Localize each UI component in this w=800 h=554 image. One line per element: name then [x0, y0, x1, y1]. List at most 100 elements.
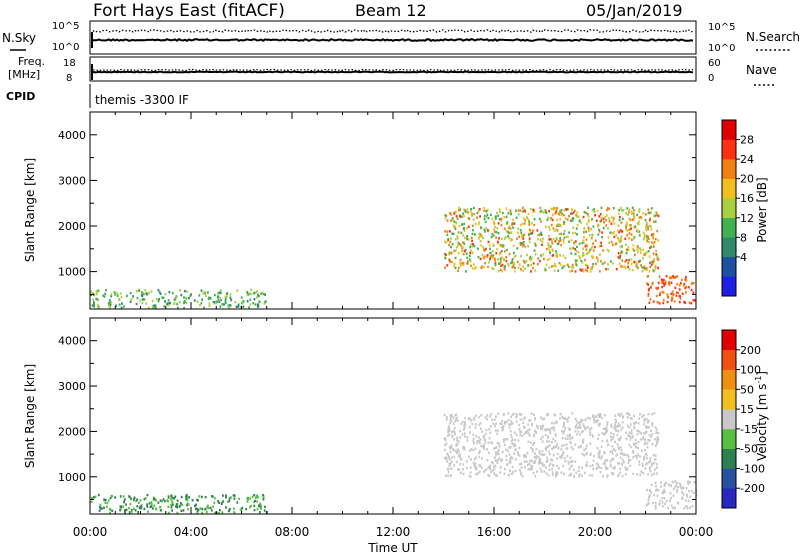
velocity-cell: [495, 453, 497, 456]
velocity-cell: [150, 505, 153, 508]
velocity-cell: [450, 414, 453, 418]
power-cell: [587, 218, 590, 222]
power-cell: [237, 305, 240, 308]
velocity-cell: [528, 462, 531, 465]
velocity-cell: [644, 438, 646, 442]
velocity-cell: [513, 431, 516, 434]
colorbar-tick-label: 12: [740, 212, 754, 225]
power-cell: [571, 269, 574, 272]
power-cell: [654, 214, 657, 217]
velocity-cell: [605, 426, 608, 429]
colorbar-tick-label: 28: [740, 134, 754, 147]
power-cell: [505, 207, 508, 210]
power-cell: [621, 245, 623, 248]
velocity-cell: [650, 464, 653, 467]
power-cell: [444, 214, 446, 217]
velocity-cell: [604, 432, 606, 435]
velocity-cell: [507, 449, 509, 452]
velocity-cell: [510, 455, 513, 459]
power-cell: [533, 210, 536, 213]
power-cell: [479, 240, 482, 243]
velocity-cell: [472, 416, 475, 420]
velocity-cell: [611, 452, 614, 455]
power-cell: [636, 245, 639, 249]
power-cell: [559, 237, 562, 240]
power-cell: [586, 266, 589, 270]
power-cell: [466, 227, 468, 230]
velocity-cell: [562, 452, 565, 455]
power-cell: [597, 260, 599, 263]
power-cell: [517, 266, 520, 269]
velocity-cell: [529, 419, 532, 422]
velocity-cell: [658, 502, 660, 506]
power-cell: [601, 231, 604, 234]
power-cell: [648, 240, 650, 244]
power-cell: [588, 250, 591, 253]
power-cell: [451, 217, 454, 220]
power-cell: [504, 265, 506, 268]
velocity-cell: [669, 492, 672, 495]
power-cell: [652, 269, 655, 272]
power-cell: [618, 218, 621, 222]
velocity-cell: [496, 461, 499, 464]
power-cell: [683, 282, 686, 286]
power-cell: [634, 253, 636, 257]
velocity-cell: [499, 471, 501, 474]
velocity-cell: [99, 506, 101, 509]
power-cell: [468, 258, 471, 261]
power-cell: [550, 207, 553, 211]
velocity-cell: [595, 415, 598, 418]
velocity-cell: [478, 464, 481, 467]
freq-left-tick-top: 18: [63, 58, 76, 69]
velocity-cell: [601, 439, 604, 443]
velocity-cell: [485, 428, 488, 432]
velocity-cell: [617, 462, 619, 465]
power-cell: [487, 217, 490, 220]
power-cell: [647, 208, 650, 211]
velocity-cell: [539, 467, 542, 471]
power-cell: [599, 260, 602, 263]
noise-left-tick-top: 10^5: [52, 21, 79, 32]
velocity-cell: [595, 467, 598, 470]
power-cell: [572, 217, 574, 220]
colorbar-swatch: [722, 468, 736, 489]
power-cell: [628, 268, 631, 271]
velocity-cell: [258, 510, 261, 514]
velocity-cell: [187, 503, 190, 506]
velocity-cell: [583, 454, 585, 457]
power-cell: [203, 306, 205, 309]
power-cell: [557, 223, 560, 226]
velocity-cell: [153, 504, 156, 507]
power-cell: [524, 219, 527, 222]
velocity-cell: [204, 507, 207, 511]
power-cell: [626, 248, 628, 252]
velocity-cell: [566, 434, 569, 437]
velocity-cell: [530, 446, 532, 450]
velocity-cell: [456, 436, 459, 439]
power-cell: [581, 261, 584, 264]
velocity-cell: [595, 462, 598, 465]
power-cell: [692, 299, 695, 302]
date-label: 05/Jan/2019: [586, 1, 683, 20]
cpid-label: CPID: [6, 90, 35, 103]
power-cell: [536, 229, 539, 232]
velocity-cell: [463, 428, 465, 431]
power-cell: [104, 292, 107, 295]
power-cell: [562, 238, 565, 242]
velocity-cell: [580, 419, 582, 422]
x-tick-label: 00:00: [679, 525, 714, 539]
velocity-cell: [605, 467, 607, 470]
velocity-cell: [583, 471, 586, 475]
velocity-cell: [559, 412, 562, 416]
velocity-cell: [562, 432, 565, 435]
velocity-cell: [170, 506, 173, 509]
velocity-cell: [617, 447, 620, 451]
velocity-cell: [579, 421, 581, 424]
power-cell: [558, 261, 561, 265]
velocity-cell: [610, 439, 612, 442]
velocity-cell: [258, 505, 260, 508]
velocity-cell: [219, 508, 221, 512]
velocity-cell: [494, 459, 497, 462]
power-cell: [620, 221, 623, 224]
